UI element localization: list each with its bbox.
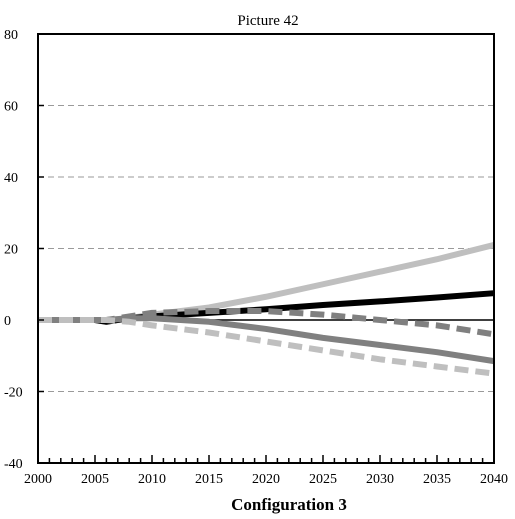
plot-frame: [37, 33, 495, 464]
x-tick-label: 2030: [366, 472, 394, 487]
x-axis-label: Configuration 3: [231, 495, 347, 514]
y-tick-label: 40: [4, 171, 18, 186]
y-tick-label: 20: [4, 243, 18, 258]
series-line-5: [38, 317, 495, 377]
y-tick-label: 80: [4, 28, 18, 43]
chart-title: Picture 42: [237, 13, 298, 29]
x-tick-label: 2020: [252, 472, 280, 487]
x-tick-label: 2035: [423, 472, 451, 487]
y-tick-label: 0: [4, 314, 11, 329]
x-tick-label: 2005: [81, 472, 109, 487]
y-tick-label: -20: [4, 386, 23, 401]
series-lines: [38, 242, 495, 377]
x-tick-label: 2015: [195, 472, 223, 487]
x-tick-label: 2010: [138, 472, 166, 487]
x-tick-label: 2025: [309, 472, 337, 487]
x-tick-label: 2000: [24, 472, 52, 487]
y-tick-label: -40: [4, 457, 23, 472]
x-tick-label: 2040: [480, 472, 508, 487]
y-tick-label: 60: [4, 100, 18, 115]
